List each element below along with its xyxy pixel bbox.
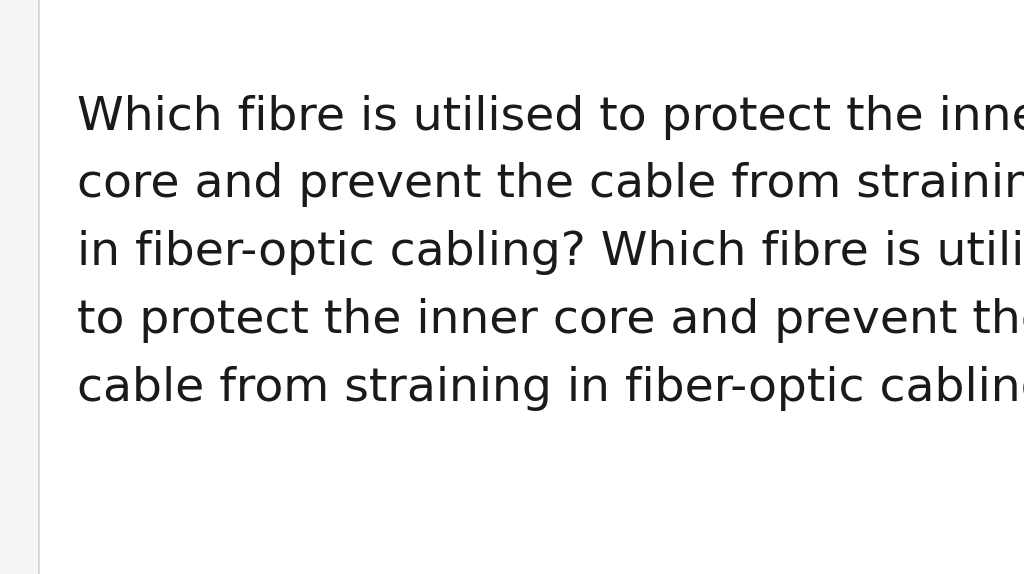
Text: Which fibre is utilised to protect the inner
core and prevent the cable from str: Which fibre is utilised to protect the i… xyxy=(77,95,1024,410)
FancyBboxPatch shape xyxy=(39,0,1024,574)
